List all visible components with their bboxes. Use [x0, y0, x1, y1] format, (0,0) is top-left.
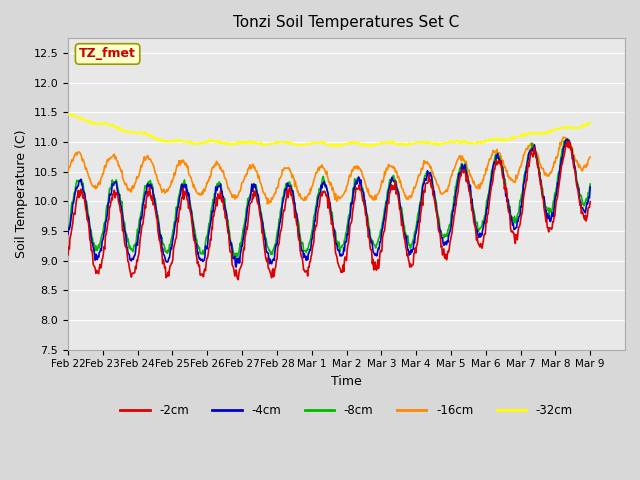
Title: Tonzi Soil Temperatures Set C: Tonzi Soil Temperatures Set C	[234, 15, 460, 30]
Legend: -2cm, -4cm, -8cm, -16cm, -32cm: -2cm, -4cm, -8cm, -16cm, -32cm	[115, 399, 578, 422]
X-axis label: Time: Time	[331, 375, 362, 388]
Y-axis label: Soil Temperature (C): Soil Temperature (C)	[15, 130, 28, 258]
Text: TZ_fmet: TZ_fmet	[79, 48, 136, 60]
